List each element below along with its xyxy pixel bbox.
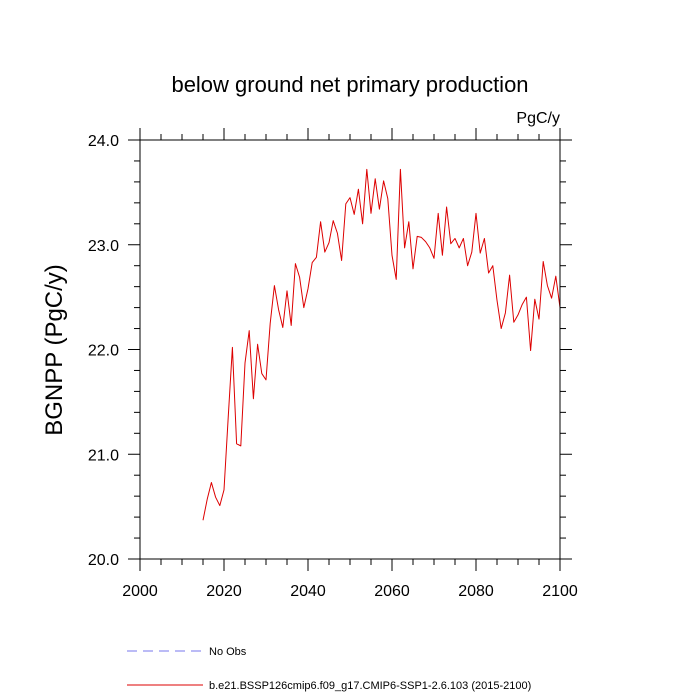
chart-title: below ground net primary production: [171, 72, 528, 97]
plot-frame: [139, 139, 561, 560]
y-tick-label: 20.0: [88, 552, 119, 569]
x-tick-label: 2040: [290, 583, 326, 600]
axis-tick-labels: 2000 2020 2040 2060 2080 2100 20.0 21.0 22.0 23.0…: [88, 133, 578, 600]
y-axis-label: BGNPP (PgC/y): [41, 264, 68, 436]
y-tick-label: 22.0: [88, 343, 119, 360]
y-tick-label: 21.0: [88, 447, 119, 464]
series-line-model: [202, 168, 561, 521]
y-tick-label: 23.0: [88, 238, 119, 255]
legend: No Obs b.e21.BSSP126cmip6.f09_g17.CMIP6-…: [127, 646, 531, 692]
x-tick-label: 2000: [122, 583, 158, 600]
axis-ticks: [128, 128, 572, 571]
x-tick-label: 2020: [206, 583, 242, 600]
data-series: [202, 168, 561, 521]
x-tick-label: 2100: [542, 583, 578, 600]
units-label: PgC/y: [516, 110, 560, 127]
legend-label-no-obs: No Obs: [209, 646, 247, 658]
y-tick-label: 24.0: [88, 133, 119, 150]
x-tick-label: 2060: [374, 583, 410, 600]
x-tick-label: 2080: [458, 583, 494, 600]
legend-label-model: b.e21.BSSP126cmip6.f09_g17.CMIP6-SSP1-2.…: [209, 680, 531, 692]
